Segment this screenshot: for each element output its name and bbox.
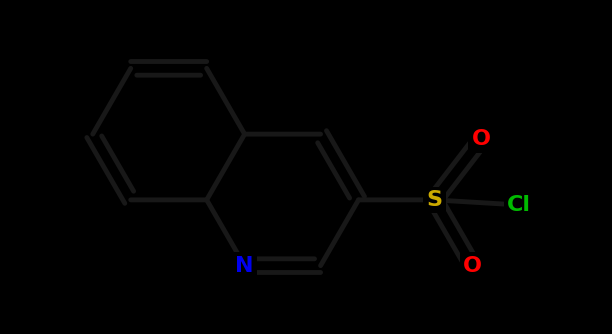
Text: Cl: Cl: [507, 195, 531, 215]
Text: O: O: [463, 256, 482, 276]
Text: N: N: [236, 256, 254, 276]
Text: O: O: [472, 129, 491, 149]
Text: S: S: [427, 190, 442, 210]
